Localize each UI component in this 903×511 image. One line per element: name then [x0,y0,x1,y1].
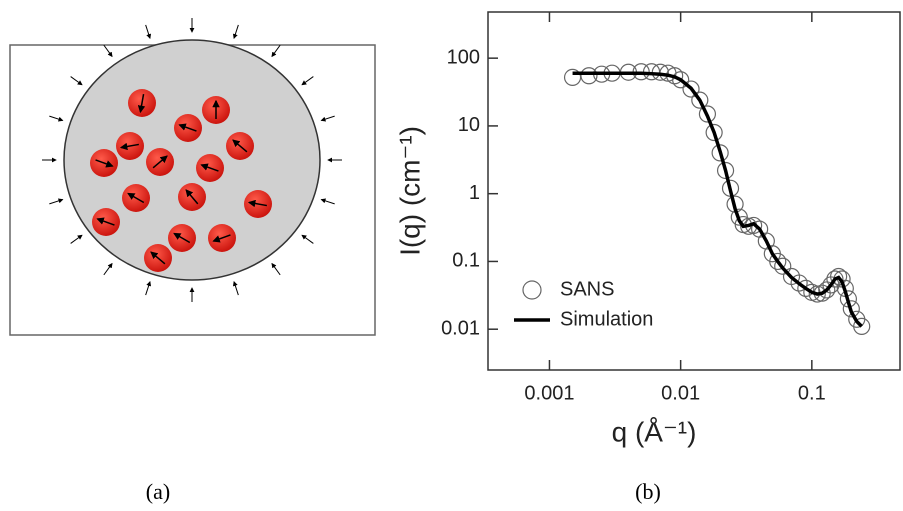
legend-swatch [522,280,542,300]
y-tick-label: 1 [469,182,480,204]
pressure-arrow [49,115,64,122]
moment-arrow [137,94,146,114]
data-point [842,300,860,318]
x-axis-label: q (Å⁻¹) [612,416,697,447]
moment-arrow [95,159,114,168]
chart: 0.001 0.01 0.1 0.01 0.1 1 10 100 q (Å⁻¹) I(q) (cm… [394,11,901,447]
pressure-arrow [271,262,281,276]
moment-arrow [178,123,197,132]
data-point [698,105,717,123]
pressure-arrow [49,198,64,205]
moment-arrow [173,232,191,244]
y-axis-label: I(q) (cm⁻¹) [394,126,425,256]
pressure-arrow [301,234,314,244]
pressure-arrow [232,24,239,40]
data-point [682,80,700,98]
pressure-arrow [145,24,152,40]
moment-arrow [212,234,231,243]
y-tick-label: 10 [458,114,480,136]
data-point [853,317,871,335]
moment-arrow [119,142,139,151]
simulation-line [572,71,863,328]
y-tick-label: 100 [447,46,480,68]
moment-arrow [185,189,199,205]
droplet [63,39,321,281]
moment-arrow [150,251,166,265]
data-point [716,161,735,180]
data-point [691,91,709,109]
data-point [808,285,826,303]
x-tick-label: 0.01 [661,382,700,404]
moment-arrow [152,155,168,169]
data-point [774,257,792,275]
data-point [711,144,729,162]
moment-arrow [247,199,267,208]
x-tick-label: 0.1 [798,382,826,404]
moment-arrow [232,139,248,153]
pressure-arrow [271,44,281,58]
data-point [818,281,836,299]
pressure-arrow [320,198,335,205]
pressure-arrow [103,262,113,276]
moment-arrow [200,163,219,172]
pressure-arrow [145,280,152,296]
pressure-arrow [301,76,314,86]
panel-label: (b) [635,479,661,504]
data-point [769,252,787,271]
moment-arrow [96,217,115,226]
pressure-arrow [320,115,335,122]
moment-arrow [127,192,145,204]
data-point [705,123,723,142]
panel-label: (a) [146,479,170,504]
pressure-arrow [70,234,83,244]
plot-frame [487,11,901,371]
data-point [672,71,690,89]
data-point [826,270,844,288]
y-tick-label: 0.1 [452,250,480,272]
legend-label: Simulation [560,308,653,330]
legend-label: SANS [560,278,614,300]
diagram [9,18,376,336]
pressure-arrow [70,76,83,86]
pressure-arrow [103,44,113,58]
y-tick-label: 0.01 [441,317,480,339]
data-point [580,67,598,85]
data-point [797,279,815,298]
x-tick-label: 0.001 [524,382,574,404]
pressure-arrow [232,280,239,296]
data-point [790,274,808,292]
